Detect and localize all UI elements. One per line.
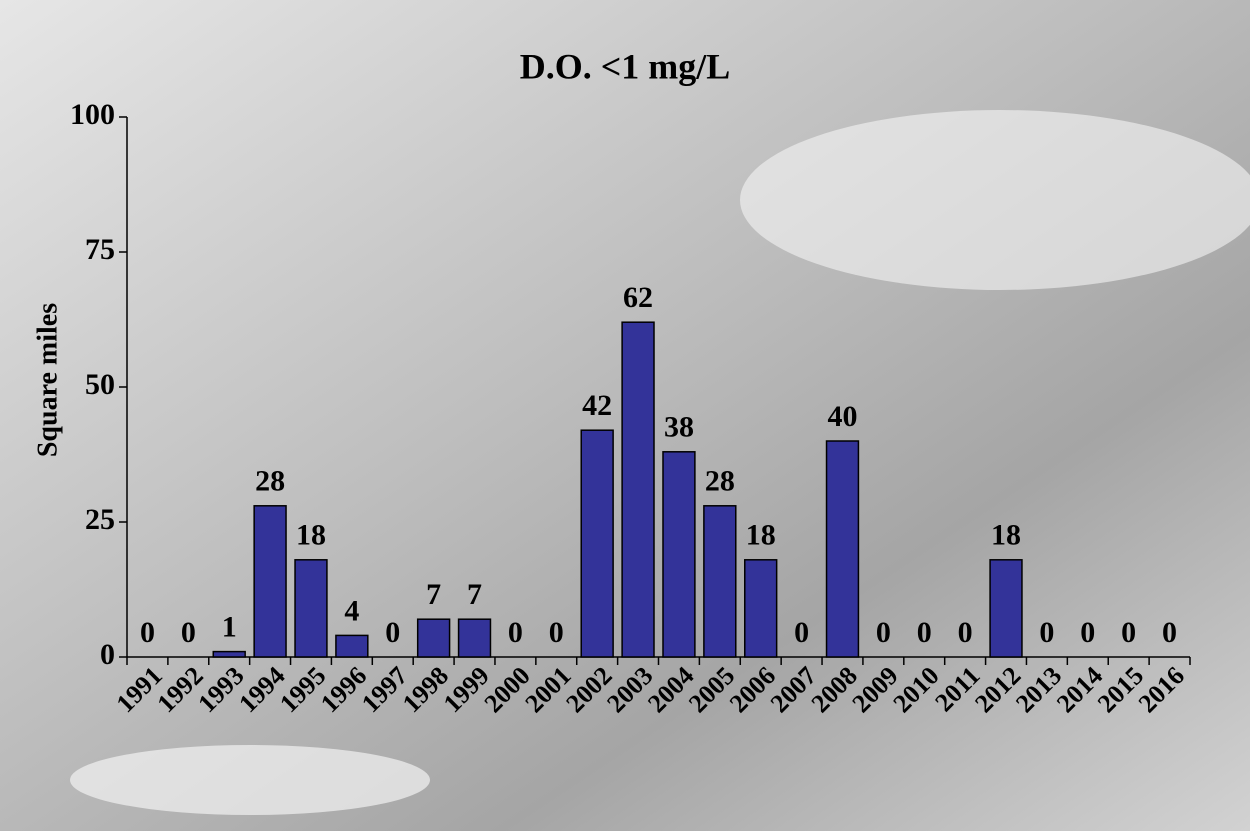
data-label: 0	[385, 616, 400, 649]
bar	[253, 505, 287, 658]
bar	[416, 618, 451, 658]
data-label: 0	[1121, 616, 1136, 649]
data-label: 42	[582, 389, 612, 422]
bar	[335, 634, 369, 658]
data-label: 0	[917, 616, 932, 649]
data-label: 28	[255, 465, 285, 498]
y-tick-label: 50	[85, 368, 115, 401]
bar	[621, 321, 655, 658]
y-tick-label: 75	[85, 233, 115, 266]
data-label: 4	[344, 594, 359, 627]
y-tick-label: 0	[100, 638, 115, 671]
background-patch	[70, 745, 430, 815]
y-axis-label: Square miles	[32, 303, 63, 457]
chart-title: D.O. <1 mg/L	[520, 46, 731, 86]
data-label: 28	[705, 465, 735, 498]
data-label: 0	[876, 616, 891, 649]
bar	[989, 559, 1023, 658]
bar	[457, 618, 492, 658]
data-label: 0	[1039, 616, 1054, 649]
data-label: 0	[1162, 616, 1177, 649]
bar	[212, 650, 246, 658]
data-label: 0	[549, 616, 564, 649]
bar	[580, 429, 614, 658]
data-label: 18	[296, 519, 326, 552]
data-label: 0	[140, 616, 155, 649]
bar	[744, 559, 778, 658]
bar	[825, 440, 860, 658]
data-label: 7	[426, 578, 441, 611]
bar	[294, 559, 328, 658]
bar	[662, 451, 696, 658]
data-label: 1	[222, 610, 237, 643]
data-label: 0	[508, 616, 523, 649]
data-label: 0	[181, 616, 196, 649]
bar	[703, 505, 737, 658]
data-label: 62	[623, 281, 653, 314]
y-tick-label: 25	[85, 503, 115, 536]
data-label: 38	[664, 411, 694, 444]
data-label: 0	[794, 616, 809, 649]
y-tick-label: 100	[70, 98, 115, 131]
data-label: 18	[746, 519, 776, 552]
data-label: 0	[1080, 616, 1095, 649]
data-label: 0	[958, 616, 973, 649]
data-label: 18	[991, 519, 1021, 552]
data-label: 40	[827, 400, 857, 433]
background-patch	[740, 110, 1250, 290]
data-label: 7	[467, 578, 482, 611]
